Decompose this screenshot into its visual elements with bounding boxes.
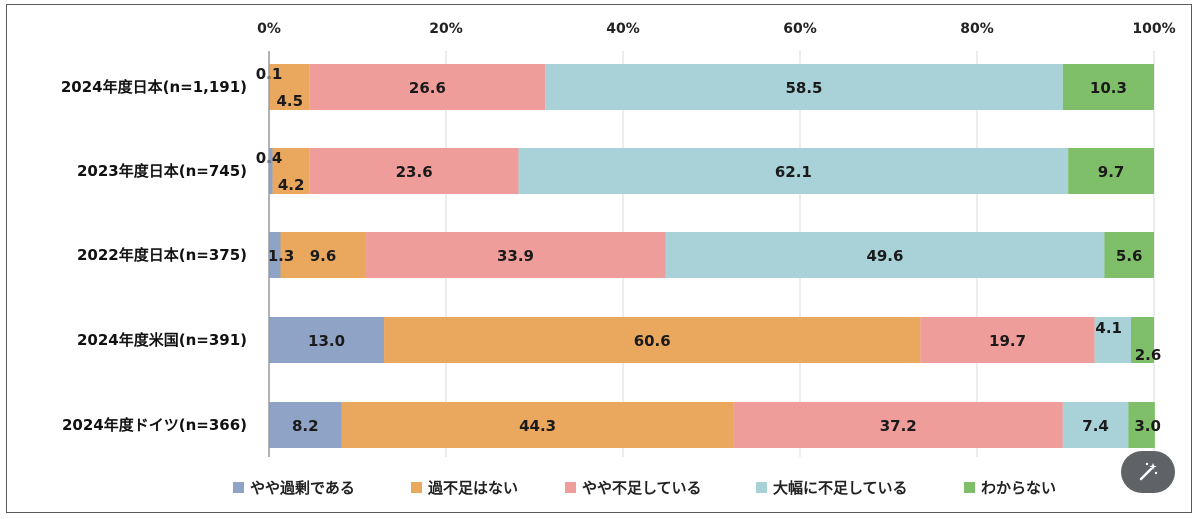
- data-label: 13.0: [308, 332, 345, 350]
- legend-label: やや過剰である: [250, 479, 355, 497]
- data-label: 1.3: [268, 247, 295, 265]
- bar-segment: [384, 317, 921, 363]
- x-tick-label: 20%: [429, 21, 463, 37]
- legend-label: 大幅に不足している: [773, 479, 908, 497]
- bar-segment: [269, 148, 273, 194]
- legend: やや過剰である 過不足はない やや不足している 大幅に不足している わからない: [233, 479, 1056, 497]
- bar-segment: [518, 148, 1069, 194]
- data-label: 3.0: [1134, 417, 1161, 435]
- data-label: 44.3: [519, 417, 556, 435]
- category-label: 2023年度日本(n=745): [77, 162, 247, 180]
- magic-wand-icon: [1139, 462, 1158, 481]
- legend-label: やや不足している: [582, 479, 702, 497]
- bar-segment: [545, 64, 1063, 110]
- data-label: 58.5: [785, 79, 822, 97]
- x-tick-label: 0%: [257, 21, 281, 37]
- bar-segment: [280, 232, 366, 278]
- bar-segment: [269, 64, 310, 110]
- data-label: 19.7: [989, 332, 1026, 350]
- x-tick-label: 60%: [783, 21, 817, 37]
- data-label: 4.2: [278, 176, 305, 194]
- legend-swatch: [411, 482, 422, 493]
- bar-segment: [341, 402, 734, 448]
- x-tick-label: 80%: [960, 21, 994, 37]
- data-label: 7.4: [1082, 417, 1109, 435]
- data-label: 4.5: [277, 92, 304, 110]
- data-label: 26.6: [409, 79, 446, 97]
- data-label: 8.2: [292, 417, 319, 435]
- bar-segment: [1094, 317, 1131, 363]
- bar-segment: [269, 402, 342, 448]
- category-label: 2022年度日本(n=375): [77, 246, 247, 264]
- legend-swatch: [756, 482, 767, 493]
- category-label: 2024年度米国(n=391): [77, 331, 247, 349]
- category-label: 2024年度日本(n=1,191): [61, 78, 247, 96]
- data-label: 33.9: [497, 247, 534, 265]
- bar-segment: [733, 402, 1063, 448]
- data-label: 23.6: [396, 163, 433, 181]
- data-label: 62.1: [775, 163, 812, 181]
- bars: [269, 64, 1155, 448]
- bar-segment: [1104, 232, 1154, 278]
- bar-segment: [269, 232, 281, 278]
- data-label: 9.7: [1098, 163, 1125, 181]
- bar-segment: [309, 148, 519, 194]
- bar-segment: [1062, 402, 1129, 448]
- bar-segment: [269, 317, 385, 363]
- data-label: 5.6: [1116, 247, 1143, 265]
- legend-label: 過不足はない: [427, 479, 518, 497]
- bar-segment: [920, 317, 1095, 363]
- legend-label: わからない: [981, 479, 1056, 497]
- x-tick-label: 40%: [606, 21, 640, 37]
- data-label: 37.2: [880, 417, 917, 435]
- data-label: 60.6: [634, 332, 671, 350]
- stacked-bar-chart: 0% 20% 40% 60% 80% 100%2024年度日本(n=1,191)0.14.…: [61, 21, 1176, 497]
- legend-swatch: [233, 482, 244, 493]
- bar-segment: [365, 232, 666, 278]
- data-label: 49.6: [866, 247, 903, 265]
- chart-frame: 0% 20% 40% 60% 80% 100% 2024年度日本(n=1,191) 0.1 4.…: [6, 4, 1192, 513]
- bar-segment: [272, 148, 310, 194]
- bar-segment: [1130, 317, 1154, 363]
- magic-edit-button[interactable]: [1121, 451, 1175, 493]
- legend-swatch: [964, 482, 975, 493]
- data-label: 9.6: [310, 247, 337, 265]
- bar-segment: [1068, 148, 1154, 194]
- category-label: 2024年度ドイツ(n=366): [62, 416, 247, 434]
- bar-segment: [665, 232, 1105, 278]
- data-label: 10.3: [1090, 79, 1127, 97]
- bar-segment: [1128, 402, 1155, 448]
- data-label: 4.1: [1095, 319, 1122, 337]
- bar-segment: [309, 64, 546, 110]
- bar-segment: [1062, 64, 1154, 110]
- legend-swatch: [565, 482, 576, 493]
- data-label: 2.6: [1135, 346, 1162, 364]
- x-tick-label: 100%: [1132, 21, 1175, 37]
